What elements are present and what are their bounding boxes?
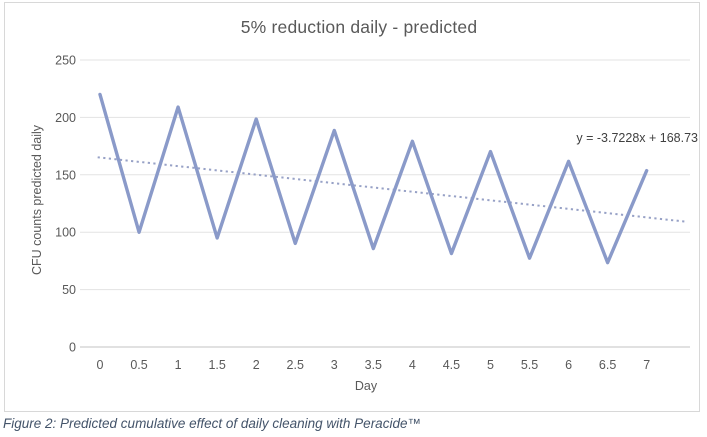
x-tick-label: 2.5 xyxy=(287,358,304,372)
y-tick-label: 0 xyxy=(69,341,76,355)
x-tick-label: 6 xyxy=(565,358,572,372)
x-tick-label: 5.5 xyxy=(521,358,538,372)
x-tick-label: 1.5 xyxy=(208,358,225,372)
y-tick-label: 50 xyxy=(62,283,76,297)
x-tick-label: 3 xyxy=(331,358,338,372)
chart-container[interactable]: 5% reduction daily - predicted xyxy=(4,2,700,412)
trendline-equation-label: y = -3.7228x + 168.73 xyxy=(576,131,698,145)
x-tick-label: 1 xyxy=(175,358,182,372)
x-tick-label: 4 xyxy=(409,358,416,372)
x-axis-title: Day xyxy=(354,379,378,393)
x-tick-label: 6.5 xyxy=(599,358,616,372)
trendline xyxy=(97,156,686,223)
y-tick-label: 250 xyxy=(55,54,76,68)
x-tick-label: 2 xyxy=(253,358,260,372)
x-tick-label: 7 xyxy=(643,358,650,372)
y-tick-label: 200 xyxy=(55,111,76,125)
series-line xyxy=(98,92,649,265)
chart-title: 5% reduction daily - predicted xyxy=(240,17,478,37)
y-axis-title: CFU counts predicted daily xyxy=(30,124,44,276)
x-tick-label: 3.5 xyxy=(365,358,382,372)
figure-caption: Figure 2: Predicted cumulative effect of… xyxy=(3,416,421,431)
y-tick-label: 150 xyxy=(55,168,76,182)
y-tick-label: 100 xyxy=(55,226,76,240)
x-tick-label: 0 xyxy=(97,358,104,372)
x-tick-label: 5 xyxy=(487,358,494,372)
x-tick-label: 4.5 xyxy=(443,358,460,372)
x-tick-label: 0.5 xyxy=(130,358,147,372)
